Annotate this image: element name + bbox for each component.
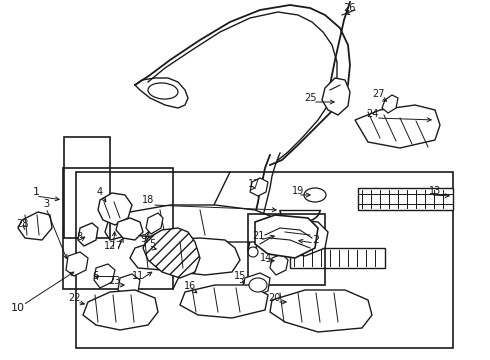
- Text: 20: 20: [268, 293, 280, 303]
- Polygon shape: [78, 223, 98, 246]
- Text: 1: 1: [32, 187, 40, 197]
- Text: 25: 25: [304, 93, 316, 103]
- Text: 17: 17: [248, 179, 260, 189]
- Polygon shape: [66, 252, 88, 276]
- Polygon shape: [143, 228, 200, 278]
- Polygon shape: [322, 78, 350, 115]
- Bar: [64, 137, 110, 238]
- Polygon shape: [242, 273, 270, 297]
- Text: 15: 15: [234, 271, 246, 281]
- Bar: [248, 214, 325, 285]
- Bar: [63, 168, 173, 289]
- Ellipse shape: [148, 83, 178, 99]
- Text: 23: 23: [108, 276, 120, 286]
- Text: 16: 16: [184, 281, 196, 291]
- Polygon shape: [116, 218, 143, 240]
- Text: 4: 4: [97, 187, 103, 197]
- Polygon shape: [275, 220, 328, 256]
- Bar: [290, 248, 385, 268]
- Text: 19: 19: [292, 186, 304, 196]
- Polygon shape: [355, 105, 440, 148]
- Polygon shape: [270, 254, 288, 275]
- Text: 5: 5: [149, 239, 155, 249]
- Text: 14: 14: [260, 253, 272, 263]
- Text: 24: 24: [366, 109, 378, 119]
- Text: 7: 7: [115, 241, 121, 251]
- Text: 13: 13: [429, 186, 441, 196]
- Bar: [358, 188, 453, 210]
- Bar: [76, 172, 453, 348]
- Polygon shape: [83, 290, 158, 330]
- Polygon shape: [130, 238, 240, 275]
- Polygon shape: [146, 213, 163, 234]
- Text: 11: 11: [132, 271, 144, 281]
- Text: 27: 27: [372, 89, 384, 99]
- Polygon shape: [250, 178, 268, 196]
- Text: 9: 9: [140, 234, 146, 244]
- Text: 22: 22: [68, 293, 80, 303]
- Text: 3: 3: [43, 199, 49, 209]
- Text: 21: 21: [252, 231, 264, 241]
- Polygon shape: [382, 95, 398, 113]
- Text: 18: 18: [142, 195, 154, 205]
- Text: 6: 6: [92, 271, 98, 281]
- Polygon shape: [270, 290, 372, 332]
- Polygon shape: [18, 212, 52, 240]
- Text: 26: 26: [343, 3, 355, 13]
- Text: 12: 12: [104, 241, 116, 251]
- Polygon shape: [180, 285, 268, 318]
- Text: 10: 10: [11, 303, 25, 313]
- Ellipse shape: [248, 247, 258, 257]
- Polygon shape: [118, 274, 140, 298]
- Text: 28: 28: [16, 219, 28, 229]
- Text: 2: 2: [313, 235, 319, 245]
- Polygon shape: [255, 215, 318, 258]
- Ellipse shape: [249, 278, 267, 292]
- Polygon shape: [98, 193, 132, 225]
- Text: 8: 8: [76, 232, 82, 242]
- Polygon shape: [105, 205, 278, 242]
- Ellipse shape: [304, 188, 326, 202]
- Bar: [358, 194, 453, 204]
- Polygon shape: [94, 264, 115, 288]
